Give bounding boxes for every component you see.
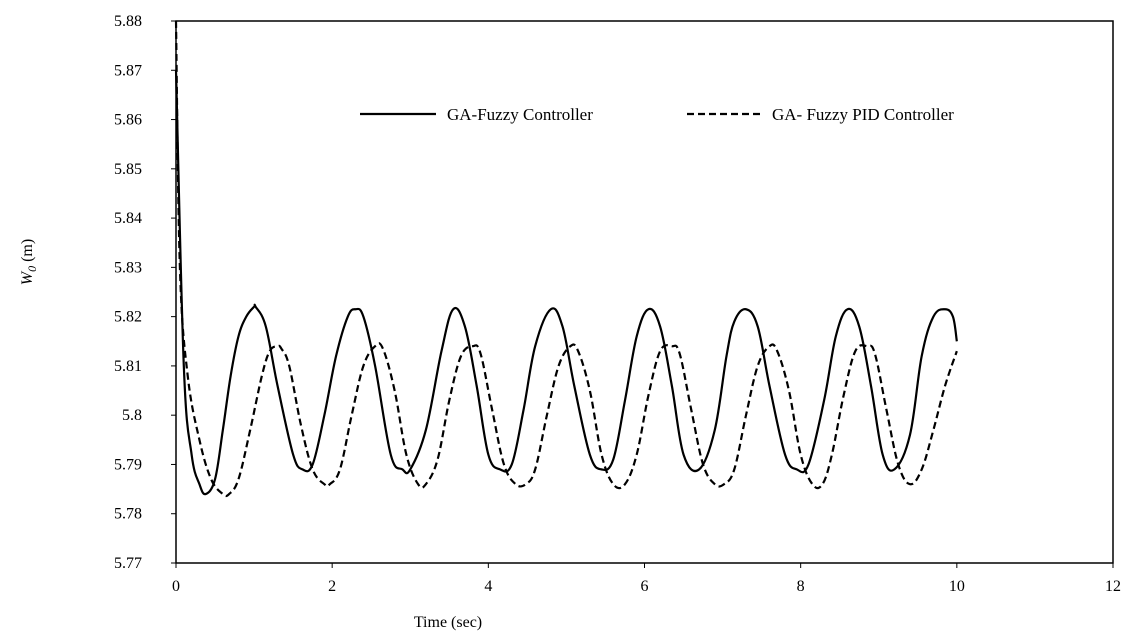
x-tick-label: 4 [484,578,492,595]
y-axis-title-unit: (m) [19,239,36,266]
y-tick-label: 5.85 [114,161,142,178]
x-axis-ticks: 0 2 4 6 8 10 12 [172,563,1121,595]
plot-area-frame [175,20,1114,564]
series-line-ga-fuzzy-pid [174,20,958,498]
x-tick-label: 10 [949,578,965,595]
x-tick-label: 2 [328,578,336,595]
y-tick-label: 5.83 [114,259,142,276]
y-axis-ticks: 5.77 5.78 5.79 5.8 5.81 5.82 5.83 5.84 5.85 5.86 5… [114,13,176,572]
x-axis-title: Time (sec) [414,614,482,631]
series-line-ga-fuzzy [174,70,958,496]
y-tick-label: 5.84 [114,210,142,227]
series-layer [174,20,958,498]
x-tick-label: 8 [797,578,805,595]
legend-label-ga-fuzzy-pid: GA- Fuzzy PID Controller [772,105,954,124]
y-axis-title-main: W [19,270,36,285]
legend: GA-Fuzzy Controller GA- Fuzzy PID Contro… [360,105,954,124]
y-tick-label: 5.88 [114,13,142,30]
y-tick-label: 5.87 [114,62,142,79]
legend-label-ga-fuzzy: GA-Fuzzy Controller [447,105,593,124]
x-tick-label: 12 [1105,578,1121,595]
x-tick-label: 0 [172,578,180,595]
y-tick-label: 5.86 [114,112,142,129]
y-tick-label: 5.82 [114,309,142,326]
x-tick-label: 6 [641,578,649,595]
y-tick-label: 5.78 [114,506,142,523]
y-tick-label: 5.77 [114,555,142,572]
y-axis-title-subscript: 0 [25,266,39,272]
y-tick-label: 5.79 [114,456,142,473]
y-axis-title: W0 (m) [19,239,39,285]
y-tick-label: 5.8 [122,407,142,424]
y-tick-label: 5.81 [114,358,142,375]
